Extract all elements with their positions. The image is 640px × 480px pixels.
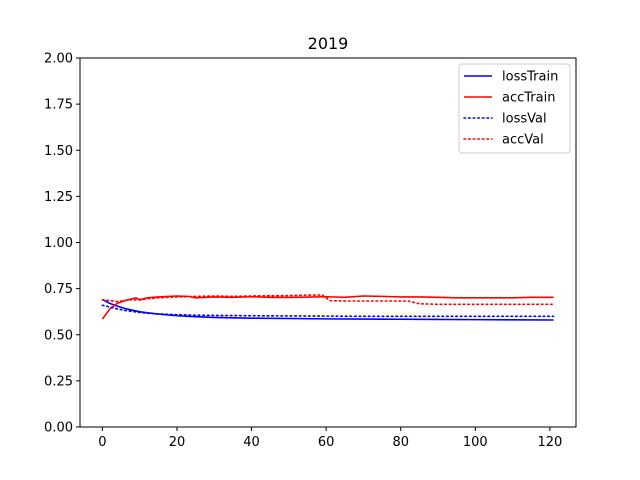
chart-title: 2019 <box>308 34 349 53</box>
legend-label-accVal: accVal <box>502 133 544 148</box>
legend-box <box>458 63 571 154</box>
legend-label-lossVal: lossVal <box>502 112 547 127</box>
y-tick-label: 0.25 <box>44 374 73 389</box>
x-axis: 0 20 40 60 80 100 120 <box>98 427 562 450</box>
x-tick-label: 0 <box>98 435 106 450</box>
y-tick-label: 1.75 <box>44 98 73 113</box>
x-tick-label: 60 <box>318 435 335 450</box>
legend-label-accTrain: accTrain <box>502 91 555 106</box>
series-layer <box>101 294 555 321</box>
series-line-accVal <box>101 294 555 306</box>
y-tick-label: 1.00 <box>44 236 73 251</box>
y-axis: 0.00 0.25 0.50 0.75 1.00 1.25 1.50 1.75 2.00 <box>44 52 80 436</box>
x-tick-label: 80 <box>392 435 409 450</box>
y-tick-label: 0.50 <box>44 328 73 343</box>
x-tick-label: 40 <box>243 435 260 450</box>
series-line-lossTrain <box>102 298 554 321</box>
y-tick-label: 1.50 <box>44 144 73 159</box>
y-tick-label: 0.75 <box>44 282 73 297</box>
y-tick-label: 0.00 <box>44 421 73 436</box>
x-tick-label: 20 <box>169 435 186 450</box>
series-line-lossVal <box>101 304 555 318</box>
x-tick-label: 120 <box>537 435 562 450</box>
y-tick-label: 2.00 <box>44 52 73 67</box>
legend-label-lossTrain: lossTrain <box>502 70 558 85</box>
x-tick-label: 100 <box>463 435 488 450</box>
y-tick-label: 1.25 <box>44 190 73 205</box>
series-line-accTrain <box>101 295 554 320</box>
legend: lossTrain accTrain lossVal accVal <box>458 63 571 154</box>
